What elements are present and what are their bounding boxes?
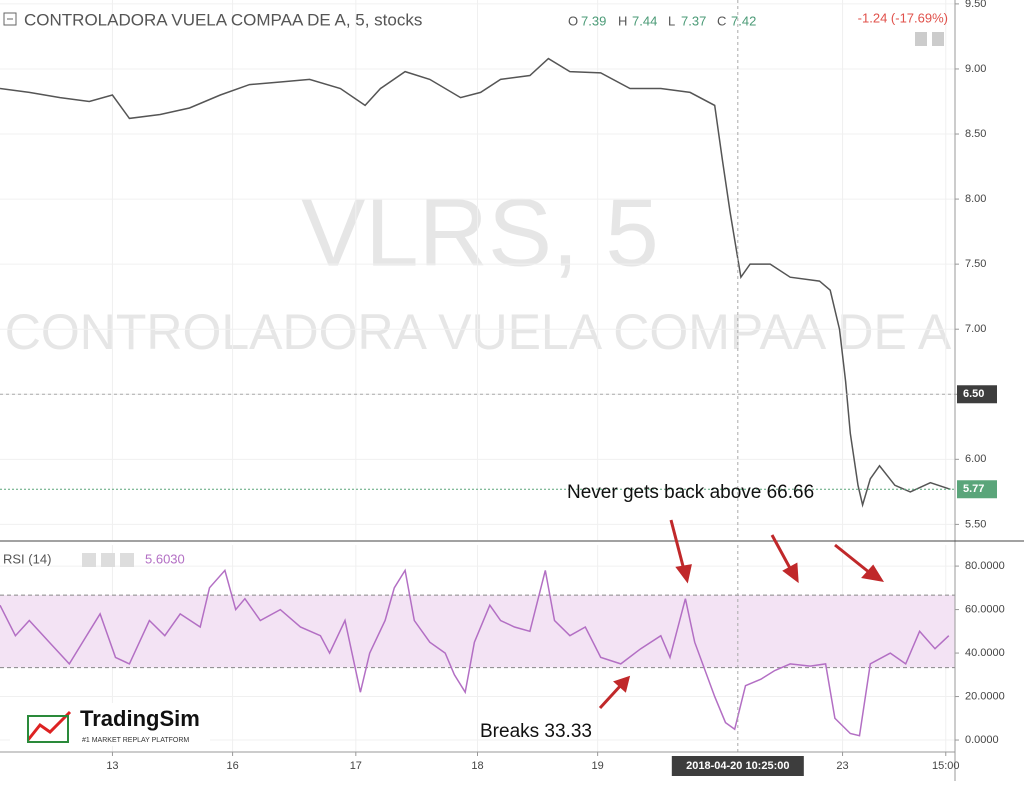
price-badge [957,385,997,404]
watermark: VLRS, 5 [301,179,659,286]
icon[interactable] [120,553,134,567]
y-tick-label: 60.0000 [965,603,1005,615]
ohlc-label: L [668,13,675,28]
time-badge [671,756,804,776]
icon[interactable] [101,553,115,567]
y-tick-label: 9.00 [965,63,986,75]
x-tick-label: 18 [471,760,483,772]
rsi-title: RSI (14) [3,551,51,566]
ohlc: O 7.39 H 7.44 L 7.37 C 7.42 [568,13,756,28]
ohlc-value: 7.42 [731,13,756,28]
series-line [0,568,950,737]
arrowhead [613,675,631,693]
x-tick-label: 16 [226,760,238,772]
annotation: Breaks 33.33 [480,721,592,742]
arrowhead [861,564,885,583]
y-tick-label: 8.50 [965,128,986,140]
logo-box [10,703,210,746]
ohlc-label: C [717,13,726,28]
y-tick-label: 40.0000 [965,647,1005,659]
last-price-badge [957,480,997,499]
x-tick-label: 19 [592,760,604,772]
y-tick-label: 5.50 [965,518,986,530]
y-tick-label: 7.50 [965,258,986,270]
ohlc-value: 7.37 [681,13,706,28]
arrow [834,543,871,575]
y-tick-label: 6.00 [965,453,986,465]
logo-icon-frame [27,715,69,743]
x-tick-label: 17 [350,760,362,772]
annotation: Never gets back above 66.66 [567,482,814,503]
arrow [669,519,686,571]
y-tick-label: 20.0000 [965,690,1005,702]
scroll-button[interactable] [932,32,944,46]
ohlc-label: O [568,13,578,28]
rsi-value: 5.6030 [145,551,185,566]
y-tick-label: 8.00 [965,193,986,205]
logo-icon [26,710,72,741]
x-tick-label: 15:00 [932,760,960,772]
marks [0,0,955,752]
ohlc-value: 7.44 [632,13,657,28]
arrow [598,682,624,710]
logo-tagline: #1 MARKET REPLAY PLATFORM [82,737,189,744]
scroll-button[interactable] [915,32,927,46]
watermark-name: CONTROLADORA VUELA COMPAA DE A [5,304,952,360]
ohlc-value: 7.39 [581,13,606,28]
x-tick-label: 23 [836,760,848,772]
collapse-icon[interactable] [3,12,17,26]
price-badge-label: 6.50 [963,388,984,400]
arrowhead [782,562,799,584]
last-price-label: 5.77 [963,483,984,495]
time-badge-label: 2018-04-20 10:25:00 [686,760,789,772]
series-line [0,57,951,508]
rsi-band [0,595,955,668]
x-tick-label: 13 [106,760,118,772]
arrowhead [675,564,692,584]
logo-name: TradingSim [80,706,200,731]
change: -1.24 (-17.69%) [858,10,948,25]
y-tick-label: 7.00 [965,323,986,335]
arrow [770,534,793,571]
icon[interactable] [82,553,96,567]
ohlc-label: H [618,13,627,28]
arrows [598,519,885,710]
y-tick-label: 80.0000 [965,560,1005,572]
symbol-title: CONTROLADORA VUELA COMPAA DE A, 5, stock… [24,10,422,29]
grid [0,0,955,752]
y-tick-label: 0.0000 [965,734,999,746]
y-tick-label: 9.50 [965,0,986,10]
